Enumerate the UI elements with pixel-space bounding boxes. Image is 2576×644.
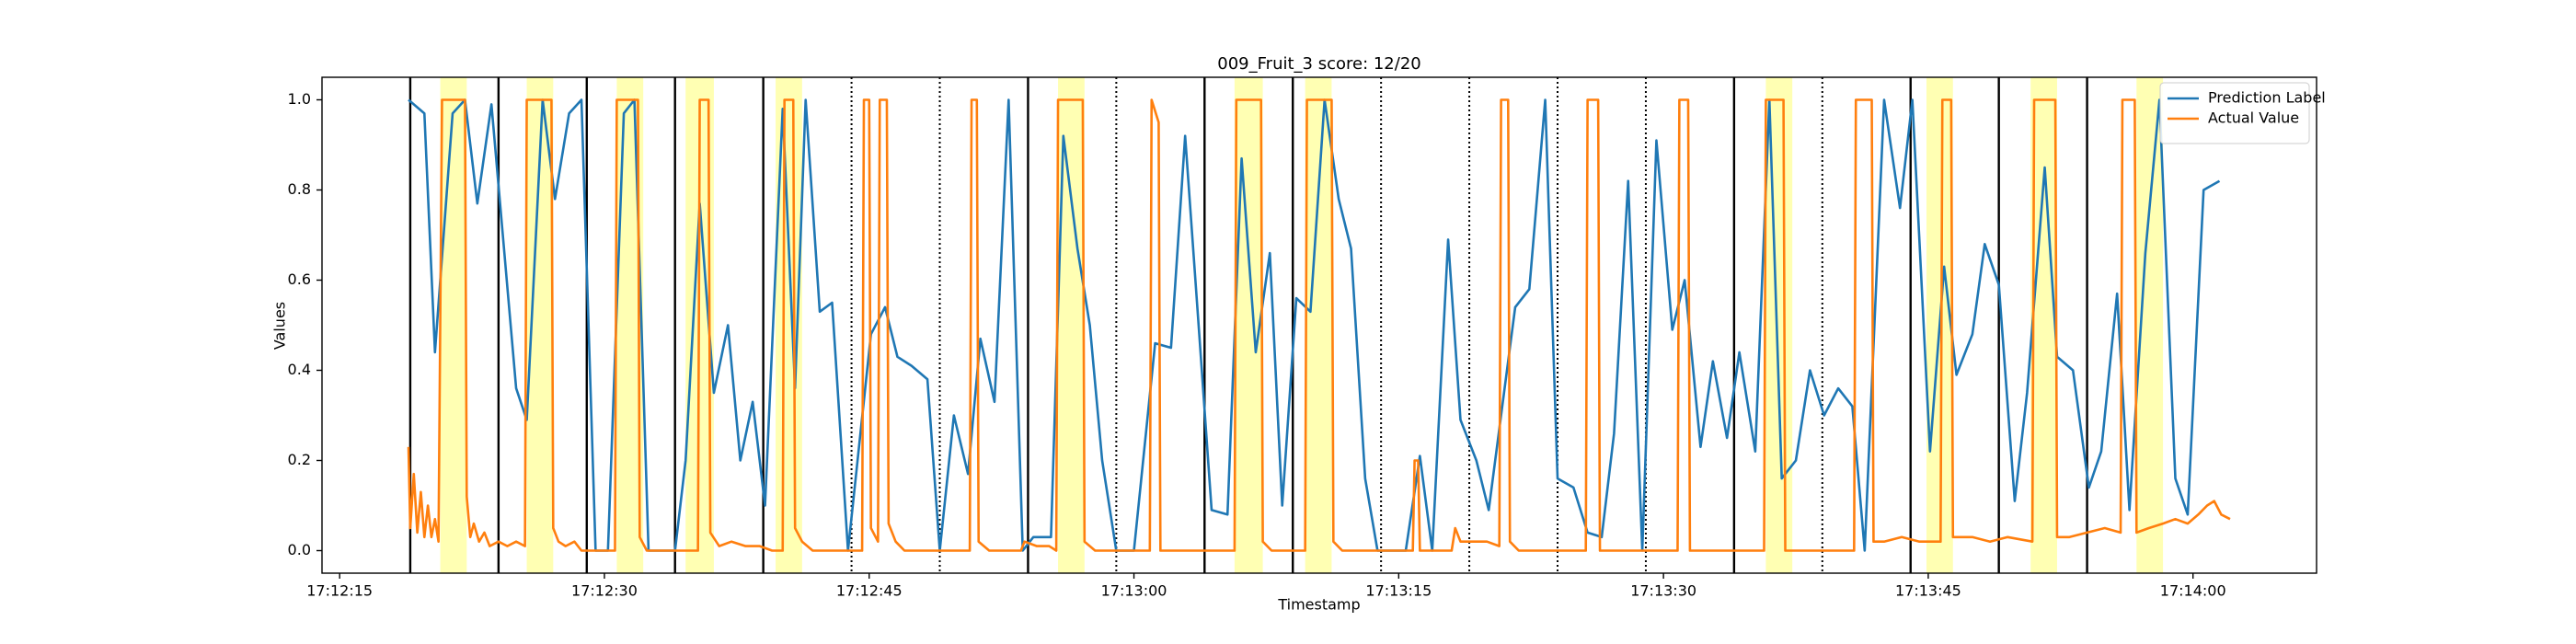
highlight-span [1765,77,1793,573]
x-tick-label: 17:13:45 [1895,582,1961,600]
highlight-span [440,77,467,573]
plot-frame [321,76,2317,574]
legend-label: Actual Value [2208,109,2299,127]
x-axis-label: Timestamp [1277,596,1360,614]
chart-title: 009_Fruit_3 score: 12/20 [1217,54,1420,74]
y-tick-label: 0.8 [288,180,311,198]
x-tick-label: 17:12:45 [836,582,903,600]
y-tick-label: 0.2 [288,451,311,468]
x-tick-label: 17:13:30 [1630,582,1696,600]
y-tick-label: 0.6 [288,270,311,288]
x-tick-label: 17:13:15 [1365,582,1432,600]
legend-label: Prediction Label [2208,89,2326,107]
y-tick-label: 0.4 [288,361,311,378]
highlight-span [1305,77,1332,573]
x-tick-label: 17:14:00 [2160,582,2226,600]
x-tick-label: 17:12:30 [571,582,638,600]
y-tick-label: 0.0 [288,541,311,558]
x-tick-label: 17:13:00 [1101,582,1167,600]
series-line [407,98,2231,552]
y-tick-label: 1.0 [288,90,311,108]
x-tick-label: 17:12:15 [306,582,373,600]
series-line [408,98,2221,552]
legend: Prediction Label Actual Value [2159,82,2326,144]
y-axis-label: Values [271,302,289,350]
highlight-span [1234,77,1263,573]
